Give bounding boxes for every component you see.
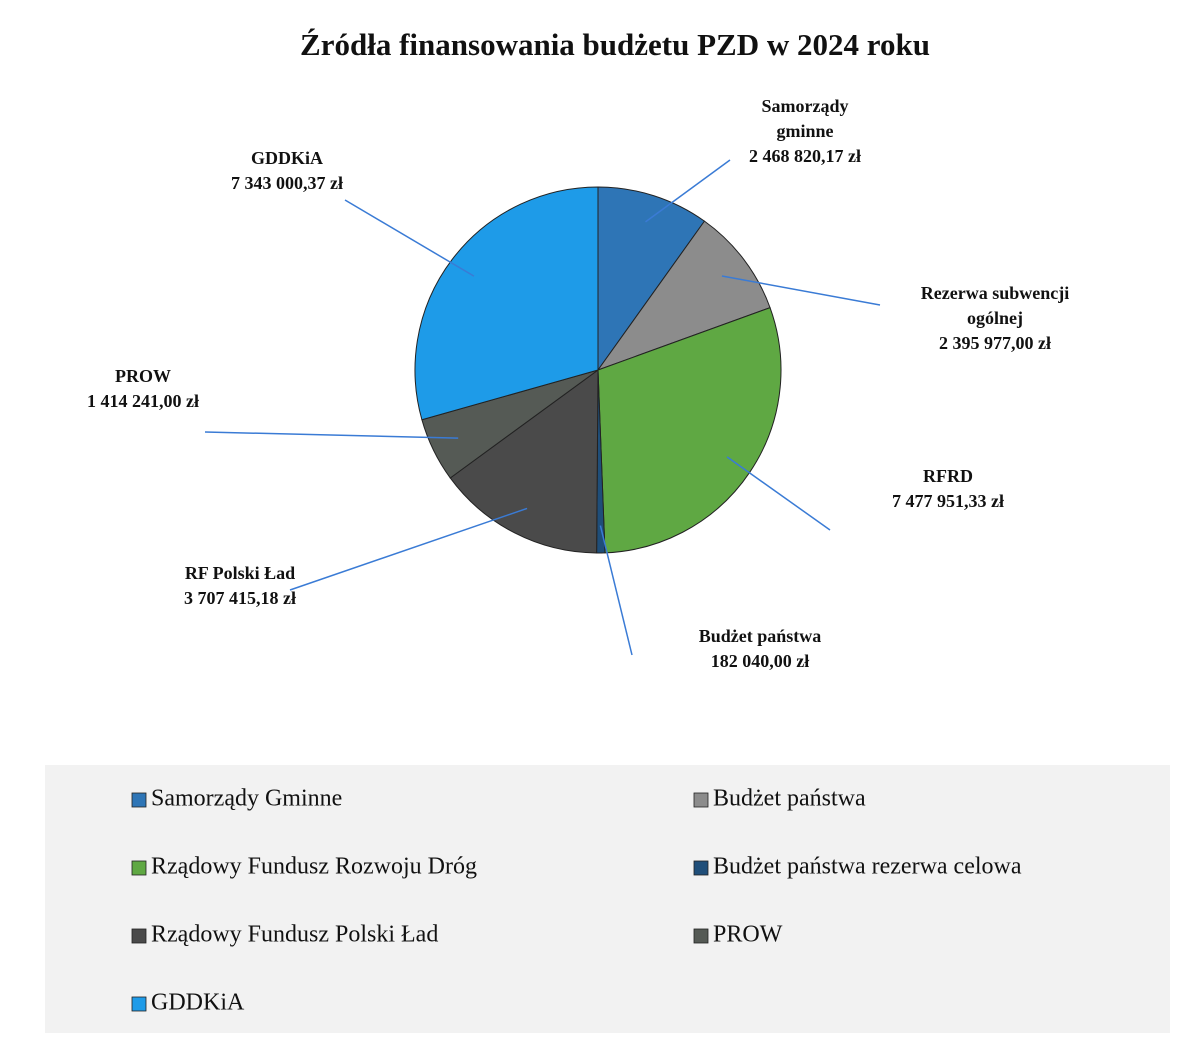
legend-swatch	[131, 860, 147, 876]
pie-slice	[449, 369, 599, 554]
slice-label: gminne	[776, 121, 833, 141]
slice-label: RFRD	[923, 466, 973, 486]
legend-label: GDDKiA	[151, 990, 245, 1016]
leader-line	[645, 159, 731, 223]
legend-swatch	[131, 996, 147, 1012]
legend-label: Samorządy Gminne	[151, 786, 342, 812]
slice-label: PROW	[115, 366, 171, 386]
slice-label: GDDKiA	[251, 148, 323, 168]
legend-label: Rządowy Fundusz Polski Ład	[151, 922, 438, 948]
legend-swatch	[693, 928, 709, 944]
legend-swatch	[131, 928, 147, 944]
pie-slice	[414, 186, 599, 421]
legend-label: Budżet państwa	[713, 786, 866, 812]
slice-value-label: 2 395 977,00 zł	[939, 333, 1051, 353]
legend-swatch	[131, 792, 147, 808]
slice-value-label: 3 707 415,18 zł	[184, 588, 296, 608]
legend-label: Rządowy Fundusz Rozwoju Dróg	[151, 854, 477, 880]
slice-value-label: 7 343 000,37 zł	[231, 173, 343, 193]
leader-line	[344, 199, 475, 277]
slice-value-label: 1 414 241,00 zł	[87, 391, 199, 411]
legend-background	[45, 765, 1170, 1033]
leader-line	[204, 431, 459, 439]
legend-label: PROW	[713, 922, 783, 948]
legend-swatch	[693, 792, 709, 808]
slice-value-label: 7 477 951,33 zł	[892, 491, 1004, 511]
slice-label: Samorządy	[762, 96, 849, 116]
leader-line	[721, 275, 881, 306]
slice-label: Rezerwa subwencji	[921, 283, 1069, 303]
leader-line	[289, 507, 528, 591]
pie-slice	[597, 186, 706, 372]
legend-swatch	[693, 860, 709, 876]
slice-label: Budżet państwa	[699, 626, 822, 646]
slice-value-label: 182 040,00 zł	[711, 651, 810, 671]
pie-slice	[596, 220, 771, 372]
slice-label: RF Polski Ład	[185, 563, 295, 583]
legend-label: Budżet państwa rezerwa celowa	[713, 854, 1022, 880]
chart-title: Źródła finansowania budżetu PZD w 2024 r…	[300, 27, 930, 62]
slice-value-label: 2 468 820,17 zł	[749, 146, 861, 166]
leader-line	[726, 456, 831, 531]
slice-label: ogólnej	[967, 308, 1023, 328]
leader-line	[599, 525, 633, 656]
